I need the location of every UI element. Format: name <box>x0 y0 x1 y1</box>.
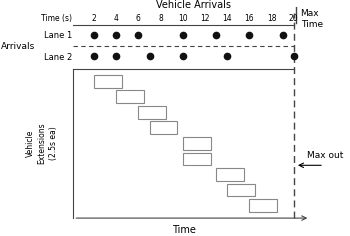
Text: 6: 6 <box>136 14 141 23</box>
Text: 14: 14 <box>222 14 232 23</box>
Bar <box>94 75 122 88</box>
Text: Time: Time <box>172 225 196 235</box>
Text: 2: 2 <box>92 14 97 23</box>
Text: 10: 10 <box>178 14 188 23</box>
Bar <box>249 199 277 212</box>
Text: Max out: Max out <box>307 152 344 160</box>
Text: Vehicle Arrivals: Vehicle Arrivals <box>156 0 231 10</box>
Text: Time (s): Time (s) <box>41 14 72 23</box>
Text: Lane 2: Lane 2 <box>44 53 72 62</box>
Text: Arrivals: Arrivals <box>1 42 35 51</box>
Bar <box>116 90 144 103</box>
Text: 4: 4 <box>114 14 119 23</box>
Bar <box>183 152 210 165</box>
Text: 8: 8 <box>158 14 163 23</box>
Bar <box>227 184 255 196</box>
Text: 18: 18 <box>267 14 276 23</box>
Bar <box>149 122 177 134</box>
Text: Max
Time: Max Time <box>301 9 323 29</box>
Bar <box>216 168 244 181</box>
Text: 12: 12 <box>200 14 210 23</box>
Bar <box>183 137 210 150</box>
Text: Lane 1: Lane 1 <box>44 31 72 40</box>
Bar <box>139 106 166 119</box>
Text: Vehicle
Extensions
(2.5s ea): Vehicle Extensions (2.5s ea) <box>26 123 58 164</box>
Text: 20: 20 <box>289 14 299 23</box>
Text: 16: 16 <box>245 14 254 23</box>
